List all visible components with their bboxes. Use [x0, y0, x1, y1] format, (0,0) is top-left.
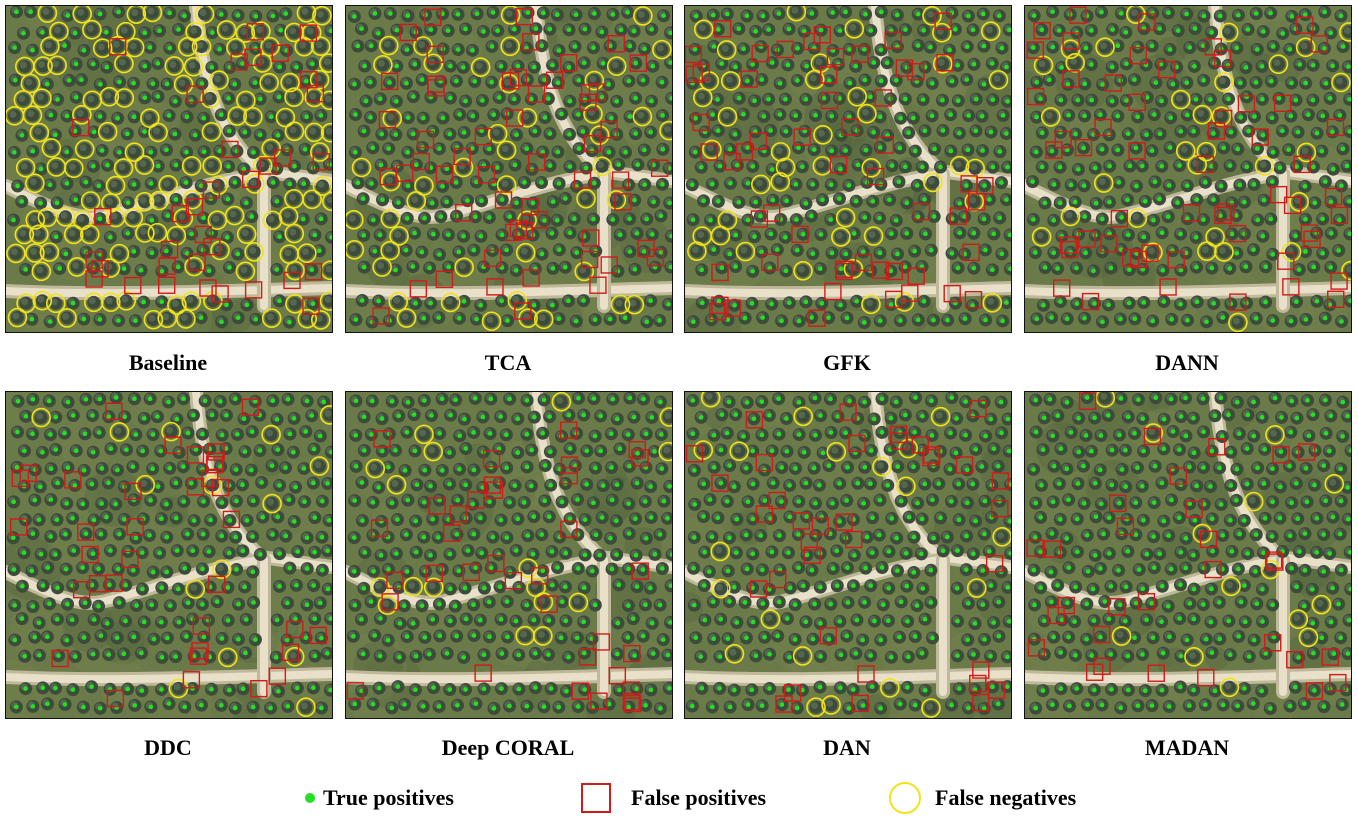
panel-ddc — [5, 391, 333, 719]
red-square-icon — [581, 783, 611, 813]
green-dot-icon — [305, 793, 315, 803]
caption-deep-coral: Deep CORAL — [441, 735, 575, 760]
legend-true-positives: True positives — [305, 782, 454, 814]
caption-dann: DANN — [1155, 350, 1219, 375]
aerial-image-madan — [1025, 392, 1351, 718]
panel-madan — [1024, 391, 1352, 719]
panel-dann — [1024, 5, 1352, 333]
aerial-image-deep-coral — [346, 392, 672, 718]
legend-false-positives-label: False positives — [631, 785, 767, 810]
panel-tca — [345, 5, 673, 333]
legend-false-negatives-label: False negatives — [935, 785, 1077, 810]
caption-madan: MADAN — [1144, 735, 1230, 760]
legend-false-positives: False positives — [581, 782, 766, 814]
caption-gfk: GFK — [823, 350, 871, 375]
legend: True positives False positives False neg… — [0, 778, 1358, 818]
aerial-image-dan — [685, 392, 1011, 718]
caption-baseline: Baseline — [128, 350, 208, 375]
caption-dan: DAN — [823, 735, 871, 760]
legend-true-positives-label: True positives — [323, 785, 454, 810]
aerial-image-ddc — [6, 392, 332, 718]
caption-tca: TCA — [484, 350, 532, 375]
aerial-image-baseline — [6, 6, 332, 332]
panel-baseline — [5, 5, 333, 333]
panel-deep-coral — [345, 391, 673, 719]
panel-dan — [684, 391, 1012, 719]
aerial-image-tca — [346, 6, 672, 332]
aerial-image-gfk — [685, 6, 1011, 332]
legend-false-negatives: False negatives — [889, 782, 1076, 814]
yellow-circle-icon — [889, 782, 921, 814]
panel-gfk — [684, 5, 1012, 333]
aerial-image-dann — [1025, 6, 1351, 332]
caption-ddc: DDC — [144, 735, 192, 760]
